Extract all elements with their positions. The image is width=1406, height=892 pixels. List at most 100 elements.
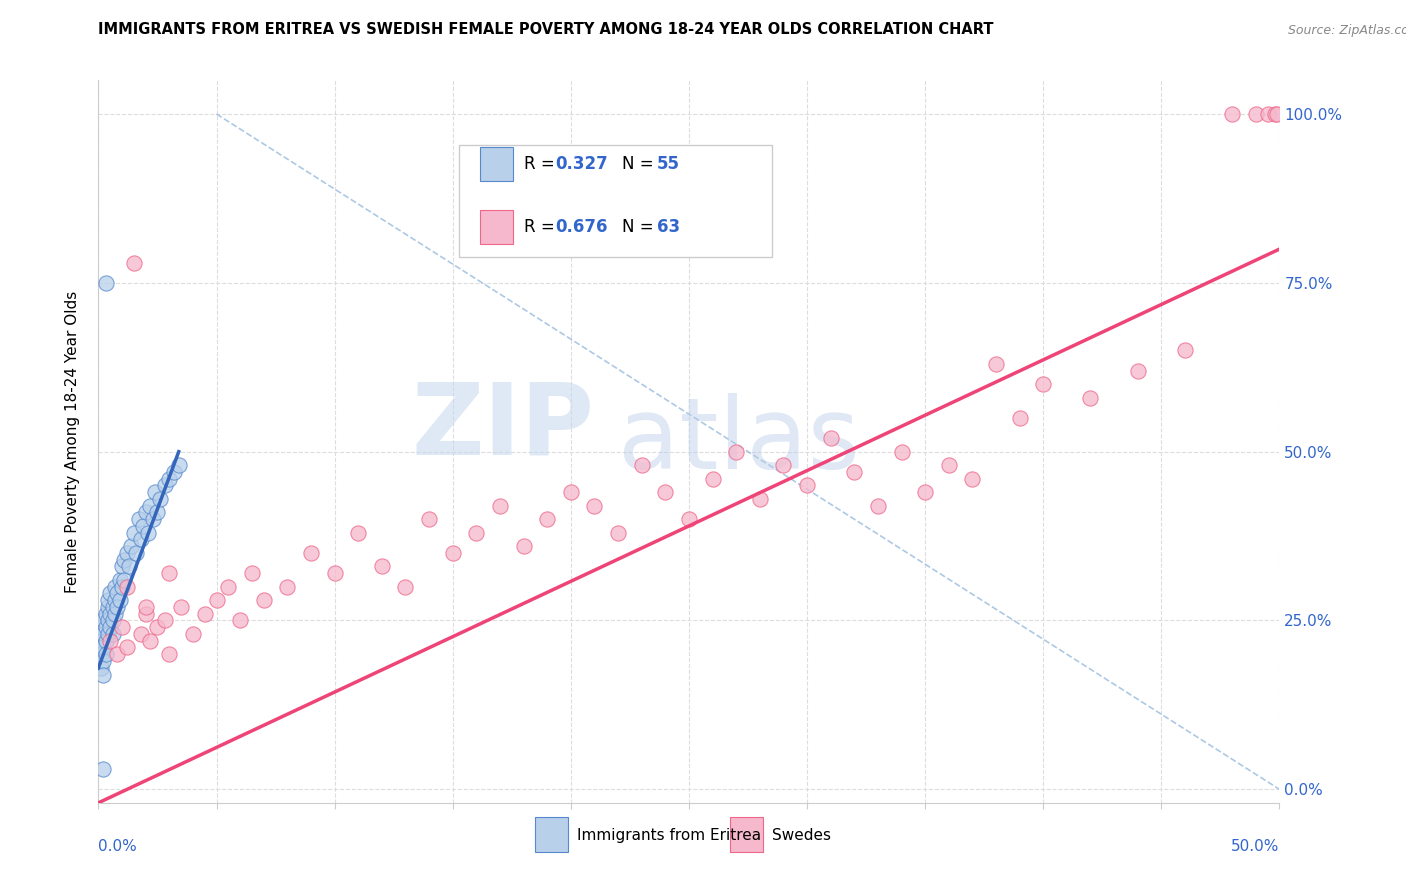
Point	[101, 599, 124, 614]
Point	[90, 647, 112, 661]
Point	[748, 491, 770, 506]
Point	[299, 546, 322, 560]
Point	[90, 633, 112, 648]
Point	[94, 276, 117, 290]
Text: Source: ZipAtlas.com: Source: ZipAtlas.com	[1288, 24, 1406, 37]
Text: N =: N =	[621, 155, 658, 173]
Point	[1174, 343, 1197, 358]
Point	[1080, 391, 1102, 405]
Point	[772, 458, 794, 472]
Point	[91, 654, 114, 668]
FancyBboxPatch shape	[458, 145, 772, 257]
Point	[105, 599, 128, 614]
Point	[115, 546, 138, 560]
Point	[489, 499, 512, 513]
Point	[122, 255, 145, 269]
Point	[97, 627, 120, 641]
Point	[796, 478, 818, 492]
Point	[153, 614, 176, 628]
Point	[157, 472, 180, 486]
Point	[170, 599, 193, 614]
Point	[94, 607, 117, 621]
Point	[142, 512, 165, 526]
Point	[678, 512, 700, 526]
Point	[157, 647, 180, 661]
Point	[820, 431, 842, 445]
Point	[630, 458, 652, 472]
Point	[654, 485, 676, 500]
Point	[111, 580, 134, 594]
Point	[844, 465, 866, 479]
Point	[97, 593, 120, 607]
Point	[104, 580, 127, 594]
Bar	[479, 210, 513, 244]
Point	[105, 586, 128, 600]
Point	[94, 647, 117, 661]
Point	[607, 525, 630, 540]
Text: Immigrants from Eritrea: Immigrants from Eritrea	[576, 828, 761, 843]
Point	[217, 580, 239, 594]
Point	[98, 633, 121, 648]
Point	[1032, 377, 1054, 392]
Point	[129, 627, 152, 641]
Point	[91, 762, 114, 776]
Point	[98, 607, 121, 621]
Point	[181, 627, 204, 641]
Point	[97, 614, 120, 628]
Point	[536, 512, 558, 526]
Point	[938, 458, 960, 472]
Point	[143, 485, 166, 500]
Point	[984, 357, 1007, 371]
Point	[112, 552, 135, 566]
Point	[94, 620, 117, 634]
Point	[97, 599, 120, 614]
Point	[205, 593, 228, 607]
Point	[121, 539, 143, 553]
Point	[512, 539, 534, 553]
Point	[1265, 107, 1288, 121]
Text: 0.327: 0.327	[555, 155, 609, 173]
Point	[98, 620, 121, 634]
Point	[112, 573, 135, 587]
Text: 55: 55	[657, 155, 681, 173]
Point	[105, 647, 128, 661]
Point	[91, 614, 114, 628]
Point	[725, 444, 748, 458]
Point	[122, 525, 145, 540]
Point	[108, 593, 131, 607]
Point	[276, 580, 298, 594]
Point	[418, 512, 440, 526]
Point	[702, 472, 724, 486]
Point	[125, 546, 148, 560]
Point	[1264, 107, 1286, 121]
Point	[139, 499, 162, 513]
Point	[1126, 364, 1149, 378]
Point	[146, 620, 169, 634]
Point	[90, 661, 112, 675]
Point	[560, 485, 582, 500]
Point	[347, 525, 370, 540]
Y-axis label: Female Poverty Among 18-24 Year Olds: Female Poverty Among 18-24 Year Olds	[65, 291, 80, 592]
Point	[118, 559, 141, 574]
Point	[167, 458, 190, 472]
Point	[371, 559, 394, 574]
Point	[149, 491, 172, 506]
Text: Swedes: Swedes	[772, 828, 831, 843]
Point	[135, 607, 157, 621]
Point	[91, 627, 114, 641]
Text: R =: R =	[523, 155, 560, 173]
Point	[135, 505, 157, 519]
Text: 50.0%: 50.0%	[1232, 838, 1279, 854]
Point	[115, 580, 138, 594]
Point	[91, 640, 114, 655]
Point	[441, 546, 464, 560]
Point	[135, 599, 157, 614]
Point	[132, 519, 155, 533]
Point	[583, 499, 606, 513]
Bar	[479, 147, 513, 181]
Point	[194, 607, 217, 621]
Point	[111, 620, 134, 634]
Bar	[536, 817, 568, 852]
Point	[108, 573, 131, 587]
Point	[104, 593, 127, 607]
